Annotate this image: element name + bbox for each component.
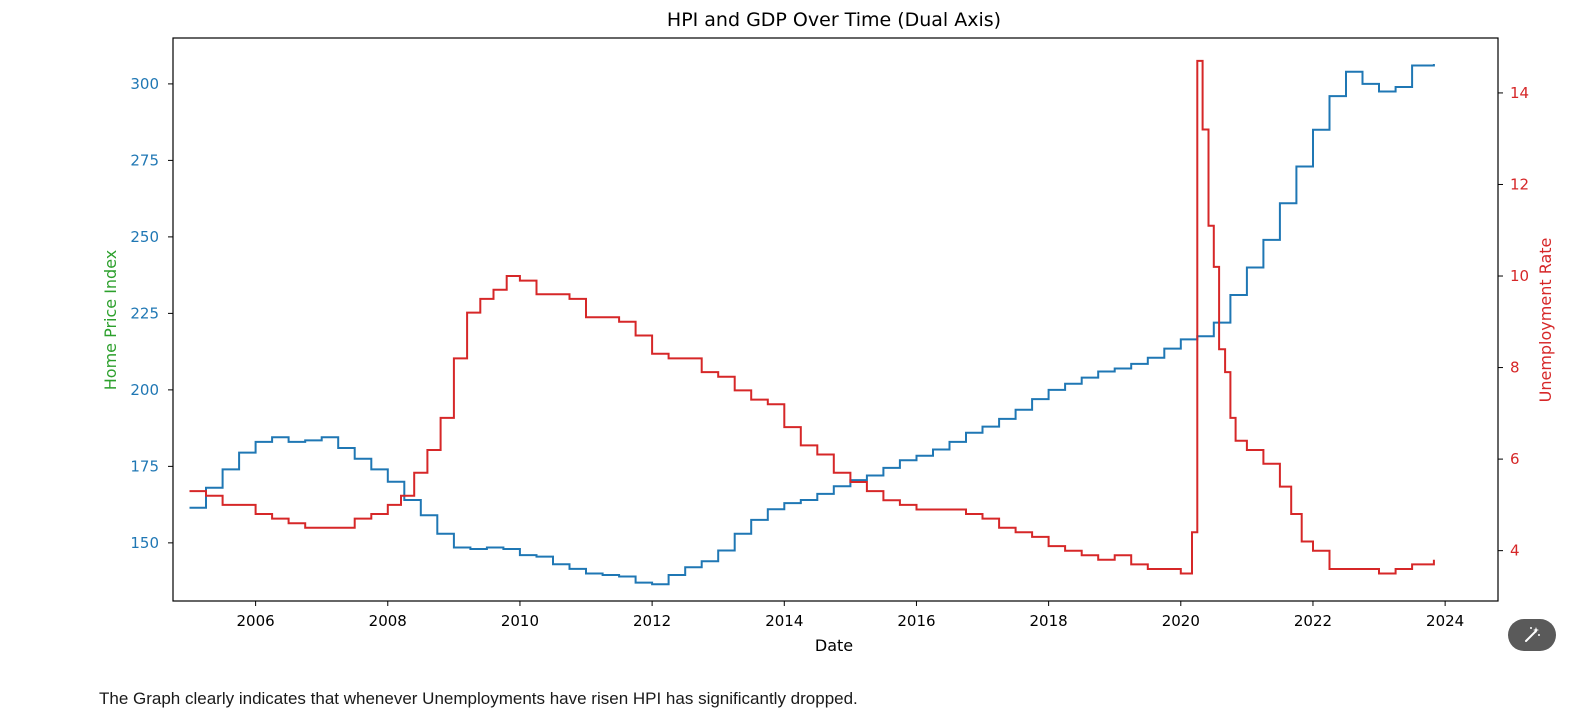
x-tick-label: 2018 (1030, 612, 1068, 630)
chart-title: HPI and GDP Over Time (Dual Axis) (667, 9, 1001, 31)
x-tick-label: 2024 (1426, 612, 1464, 630)
series-layer (189, 59, 1435, 586)
x-tick-label: 2020 (1162, 612, 1200, 630)
x-axis-label: Date (815, 636, 853, 655)
caption-text: The Graph clearly indicates that wheneve… (99, 689, 858, 708)
left-tick-label: 150 (130, 534, 159, 552)
x-tick-label: 2022 (1294, 612, 1332, 630)
magic-wand-button[interactable] (1508, 619, 1556, 651)
x-tick-label: 2008 (369, 612, 407, 630)
right-y-axis: 4 6 8 10 12 14 (1498, 84, 1529, 560)
right-tick-label: 8 (1510, 359, 1520, 377)
x-axis: 2006 2008 2010 2012 2014 2016 2018 2020 2022 2024 (237, 601, 1464, 630)
left-tick-label: 250 (130, 228, 159, 246)
right-y-axis-label: Unemployment Rate (1536, 238, 1555, 403)
x-tick-label: 2010 (501, 612, 539, 630)
left-tick-label: 275 (130, 151, 159, 169)
right-tick-label: 10 (1510, 267, 1529, 285)
right-tick-label: 14 (1510, 84, 1529, 102)
hpi-series-line (189, 64, 1435, 586)
left-y-axis: 150 175 200 225 250 275 300 (130, 75, 173, 552)
unemployment-series-line (189, 59, 1435, 575)
left-tick-label: 200 (130, 381, 159, 399)
right-tick-label: 6 (1510, 450, 1520, 468)
x-tick-label: 2014 (765, 612, 803, 630)
left-y-axis-label: Home Price Index (101, 250, 120, 391)
left-tick-label: 225 (130, 304, 159, 322)
x-tick-label: 2012 (633, 612, 671, 630)
plot-area (172, 37, 1499, 602)
left-tick-label: 175 (130, 457, 159, 475)
magic-wand-icon (1525, 627, 1540, 642)
x-tick-label: 2016 (897, 612, 935, 630)
right-tick-label: 4 (1510, 542, 1520, 560)
right-tick-label: 12 (1510, 175, 1529, 193)
x-tick-label: 2006 (237, 612, 275, 630)
left-tick-label: 300 (130, 75, 159, 93)
